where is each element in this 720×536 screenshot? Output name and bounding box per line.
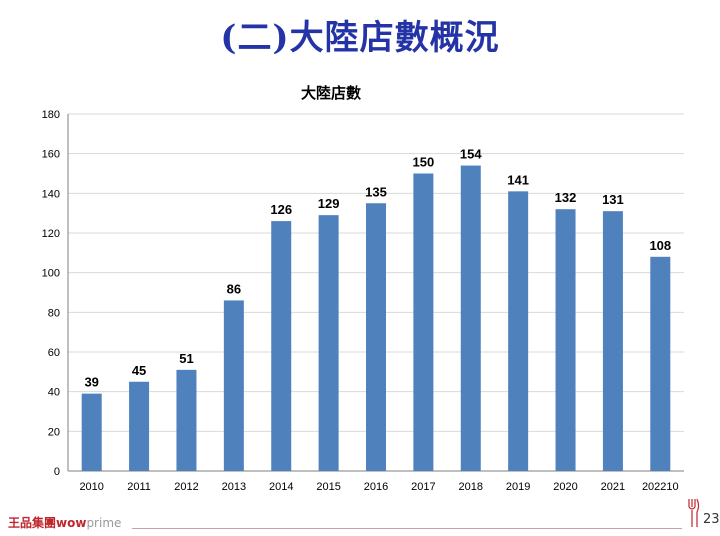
bar-2021	[602, 211, 623, 471]
data-label: 135	[365, 184, 387, 199]
bar-2017	[413, 173, 434, 471]
data-label: 154	[460, 147, 482, 162]
y-tick-label: 20	[48, 426, 60, 438]
y-tick-label: 40	[48, 387, 60, 399]
data-label: 141	[507, 172, 529, 187]
x-tick-label: 2012	[174, 481, 198, 493]
x-tick-label: 202210	[642, 481, 679, 493]
data-label: 108	[649, 238, 671, 253]
x-tick-label: 2011	[127, 481, 151, 493]
data-label: 126	[270, 202, 292, 217]
data-label: 51	[179, 351, 193, 366]
x-tick-label: 2015	[316, 481, 340, 493]
x-tick-label: 2020	[553, 481, 577, 493]
data-label: 39	[84, 375, 98, 390]
x-tick-label: 2017	[411, 481, 435, 493]
page-number: 23	[703, 512, 720, 527]
bar-2012	[176, 369, 197, 471]
logo-brand-wow: wow	[56, 516, 87, 530]
bar-2013	[223, 300, 244, 471]
company-logo: 王品集團wowprime	[8, 514, 121, 531]
x-tick-label: 2014	[269, 481, 293, 493]
data-label: 45	[132, 363, 146, 378]
bar-2010	[81, 393, 102, 471]
x-tick-label: 2019	[506, 481, 530, 493]
y-tick-label: 80	[48, 307, 60, 319]
bar-2014	[271, 221, 292, 471]
data-labels: 39 45 51 86 126 129 135 150 154 141 132 131 108	[84, 147, 671, 390]
logo-brand-prime: prime	[86, 516, 122, 530]
bar-2016	[366, 203, 386, 471]
logo-brand-cn: 王品集團	[8, 516, 57, 530]
y-axis: 0 20 40 60 80 100 120 140 160 180	[42, 109, 69, 478]
bar-2020	[555, 209, 576, 471]
data-label: 129	[318, 196, 340, 211]
data-label: 132	[555, 190, 577, 205]
y-tick-label: 0	[54, 466, 60, 478]
bars	[81, 165, 671, 472]
x-tick-label: 2021	[601, 481, 625, 493]
footer-divider	[132, 528, 682, 529]
y-tick-label: 60	[48, 347, 60, 359]
bar-2019	[508, 191, 529, 471]
data-label: 150	[413, 155, 435, 170]
data-label: 131	[602, 192, 624, 207]
bar-202210	[650, 256, 671, 471]
y-tick-label: 180	[42, 109, 60, 121]
chart-title: 大陸店數	[301, 84, 361, 102]
y-tick-label: 160	[42, 149, 60, 161]
x-tick-label: 2016	[364, 481, 388, 493]
bar-2011	[129, 381, 150, 471]
y-tick-label: 120	[42, 228, 60, 240]
x-axis: 2010 2011 2012 2013 2014 2015 2016 2017 2018 2019…	[79, 481, 678, 493]
slide-title: (二)大陸店數概況	[220, 18, 500, 58]
x-tick-label: 2018	[459, 481, 483, 493]
bar-2015	[318, 215, 339, 471]
bar-2018	[460, 165, 481, 472]
fork-icon	[688, 498, 700, 527]
bar-chart: 大陸店數 0 20 40 60 80 100 120 140 160 180 39 45 51 86 12…	[42, 84, 684, 493]
data-label: 86	[227, 281, 241, 296]
x-tick-label: 2010	[79, 481, 103, 493]
y-tick-label: 100	[42, 268, 60, 280]
x-tick-label: 2013	[222, 481, 246, 493]
y-tick-label: 140	[42, 188, 60, 200]
